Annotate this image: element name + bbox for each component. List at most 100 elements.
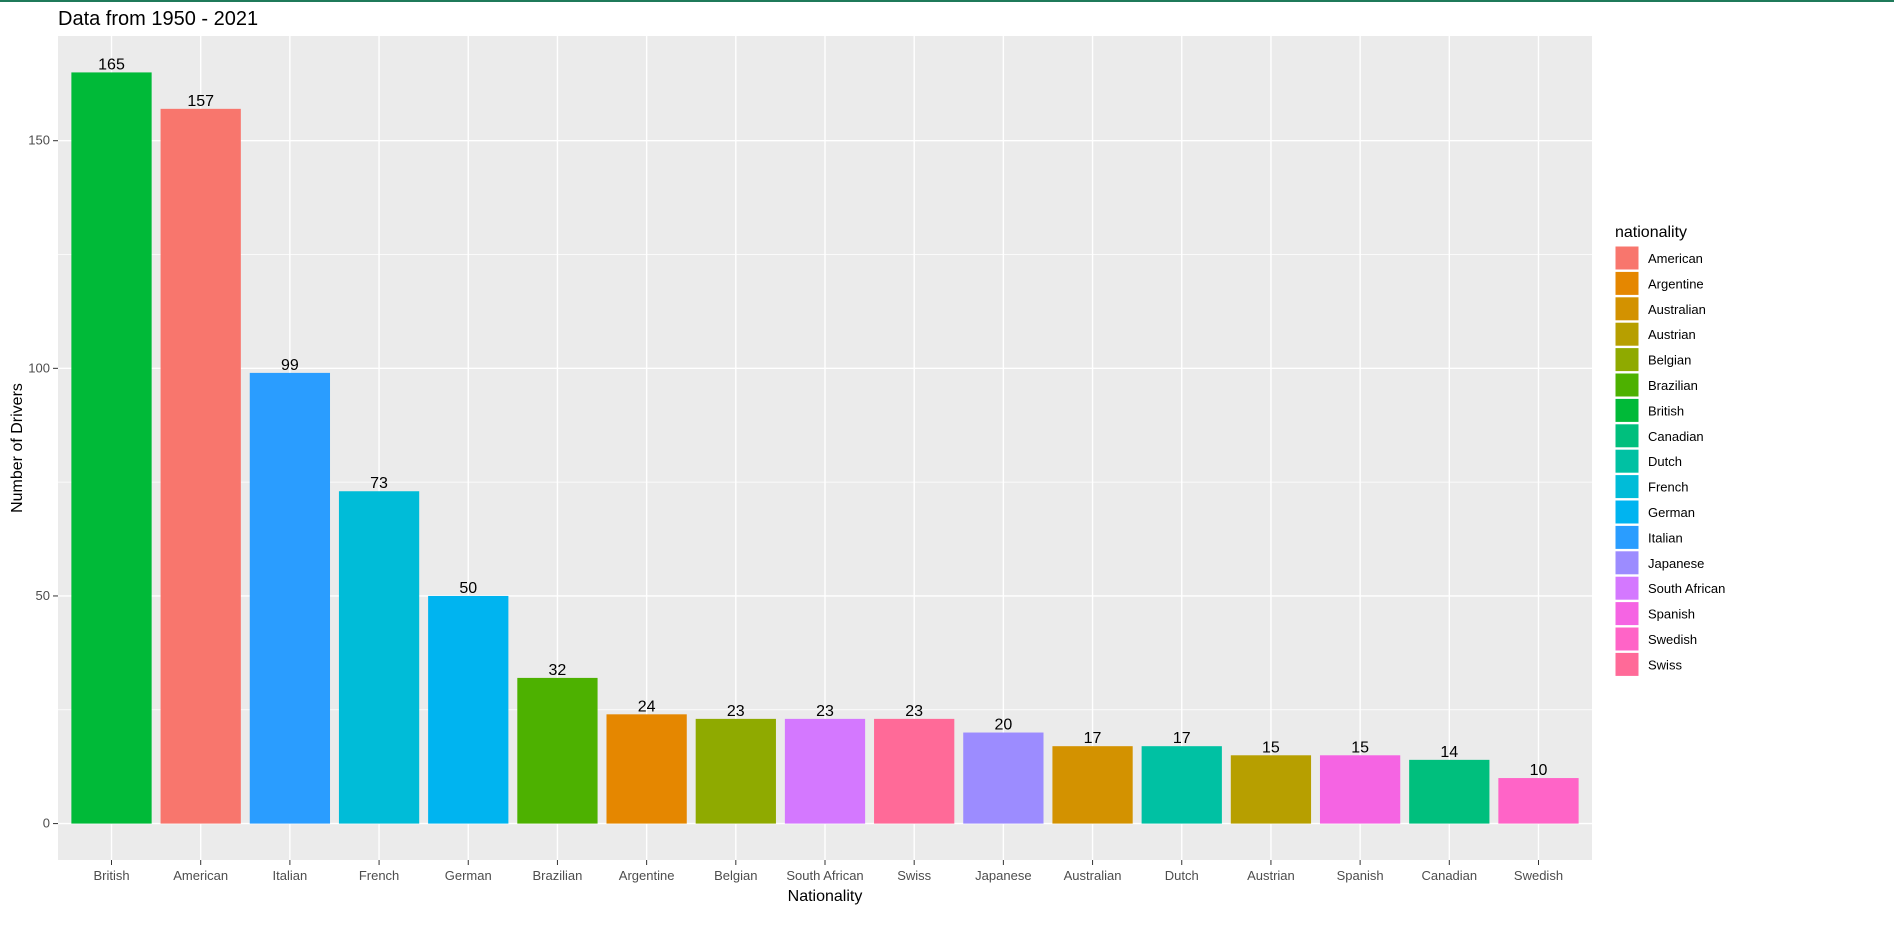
- x-tick-label: Argentine: [619, 868, 675, 883]
- bar-canadian: [1409, 759, 1490, 824]
- bar-austrian: [1230, 755, 1312, 824]
- bar-value-label: 32: [549, 662, 567, 679]
- bar-value-label: 20: [994, 717, 1012, 734]
- bar-value-label: 165: [98, 56, 125, 73]
- legend-swatch-italian: [1614, 524, 1640, 550]
- bar-value-label: 99: [281, 357, 299, 374]
- legend-label: Canadian: [1648, 429, 1704, 444]
- x-tick-label: American: [173, 868, 228, 883]
- legend-label: British: [1648, 403, 1684, 418]
- bar-dutch: [1141, 746, 1222, 824]
- bar-value-label: 17: [1173, 730, 1191, 747]
- legend-title: nationality: [1615, 224, 1687, 241]
- legend-label: Brazilian: [1648, 378, 1698, 393]
- y-tick-label: 50: [36, 588, 50, 603]
- x-tick-label: German: [445, 868, 492, 883]
- legend-label: South African: [1648, 581, 1725, 596]
- bar-value-label: 23: [727, 703, 745, 720]
- legend-label: American: [1648, 251, 1703, 266]
- y-tick-label: 150: [28, 133, 50, 148]
- window-top-border: [0, 0, 1894, 2]
- x-tick-label: Spanish: [1337, 868, 1384, 883]
- bar-brazilian: [517, 677, 598, 824]
- chart-title: Data from 1950 - 2021: [58, 8, 258, 30]
- y-axis-title: Number of Drivers: [9, 383, 26, 513]
- legend-swatch-german: [1614, 499, 1640, 525]
- legend-swatch-austrian: [1614, 321, 1640, 347]
- bar-belgian: [695, 718, 776, 824]
- bar-italian: [249, 372, 331, 824]
- x-tick-label: French: [359, 868, 399, 883]
- legend-swatch-swiss: [1614, 651, 1640, 677]
- legend-label: Swedish: [1648, 632, 1697, 647]
- x-tick-label: Swedish: [1514, 868, 1563, 883]
- legend-swatch-brazilian: [1614, 372, 1640, 398]
- x-axis: British American Italian French German Brazil…: [93, 860, 1563, 883]
- bars-group: [71, 72, 1579, 824]
- y-tick-label: 0: [43, 816, 50, 831]
- bar-value-label: 15: [1262, 739, 1280, 756]
- legend-label: Argentine: [1648, 276, 1704, 291]
- bar-value-label: 15: [1351, 739, 1369, 756]
- legend-label: French: [1648, 480, 1688, 495]
- bar-australian: [1052, 746, 1133, 824]
- bar-swedish: [1498, 778, 1579, 824]
- bar-value-label: 157: [187, 93, 214, 110]
- bar-spanish: [1319, 755, 1401, 824]
- legend-label: Belgian: [1648, 353, 1691, 368]
- legend-swatch-australian: [1614, 296, 1640, 322]
- legend-label: Swiss: [1648, 657, 1682, 672]
- bar-argentine: [606, 714, 687, 824]
- x-tick-label: Japanese: [975, 868, 1031, 883]
- bar-value-label: 17: [1084, 730, 1102, 747]
- legend-swatch-south-african: [1614, 575, 1640, 601]
- x-tick-label: British: [93, 868, 129, 883]
- bar-french: [338, 491, 420, 824]
- legend-swatch-swedish: [1614, 626, 1640, 652]
- bar-value-label: 10: [1530, 762, 1548, 779]
- legend-swatch-dutch: [1614, 448, 1640, 474]
- legend-swatch-japanese: [1614, 550, 1640, 576]
- x-tick-label: Austrian: [1247, 868, 1295, 883]
- x-tick-label: Italian: [273, 868, 308, 883]
- bar-value-labels: 165 157 99 73 50 32 24 23 23 23 20 17 17 15 15 14 10: [98, 56, 1547, 779]
- x-tick-label: South African: [786, 868, 863, 883]
- legend-label: German: [1648, 505, 1695, 520]
- bar-value-label: 23: [905, 703, 923, 720]
- bar-german: [428, 595, 509, 824]
- legend-label: Italian: [1648, 530, 1683, 545]
- legend-swatch-british: [1614, 397, 1640, 423]
- legend-label: Austrian: [1648, 327, 1696, 342]
- x-tick-label: Dutch: [1165, 868, 1199, 883]
- x-tick-label: Belgian: [714, 868, 757, 883]
- bar-value-label: 73: [370, 475, 388, 492]
- x-tick-label: Canadian: [1421, 868, 1477, 883]
- bar-swiss: [874, 718, 955, 824]
- bar-american: [160, 108, 241, 824]
- legend-label: Australian: [1648, 302, 1706, 317]
- legend-swatch-spanish: [1614, 601, 1640, 627]
- bar-british: [71, 72, 152, 824]
- bar-value-label: 23: [816, 703, 834, 720]
- bar-value-label: 14: [1440, 744, 1458, 761]
- bar-japanese: [963, 732, 1044, 824]
- legend-swatch-belgian: [1614, 347, 1640, 373]
- y-axis: 0 50 100 150: [28, 133, 58, 831]
- legend-swatch-argentine: [1614, 270, 1640, 296]
- legend: nationality American Argentine Australian A…: [1614, 224, 1725, 677]
- legend-swatch-american: [1614, 245, 1640, 271]
- x-axis-title: Nationality: [788, 888, 863, 905]
- legend-swatch-french: [1614, 474, 1640, 500]
- legend-label: Spanish: [1648, 607, 1695, 622]
- bar-value-label: 50: [459, 580, 477, 597]
- legend-label: Dutch: [1648, 454, 1682, 469]
- x-tick-label: Brazilian: [533, 868, 583, 883]
- y-tick-label: 100: [28, 360, 50, 375]
- x-tick-label: Swiss: [897, 868, 931, 883]
- x-tick-label: Australian: [1064, 868, 1122, 883]
- legend-label: Japanese: [1648, 556, 1704, 571]
- bar-south-african: [784, 718, 866, 824]
- legend-swatch-canadian: [1614, 423, 1640, 449]
